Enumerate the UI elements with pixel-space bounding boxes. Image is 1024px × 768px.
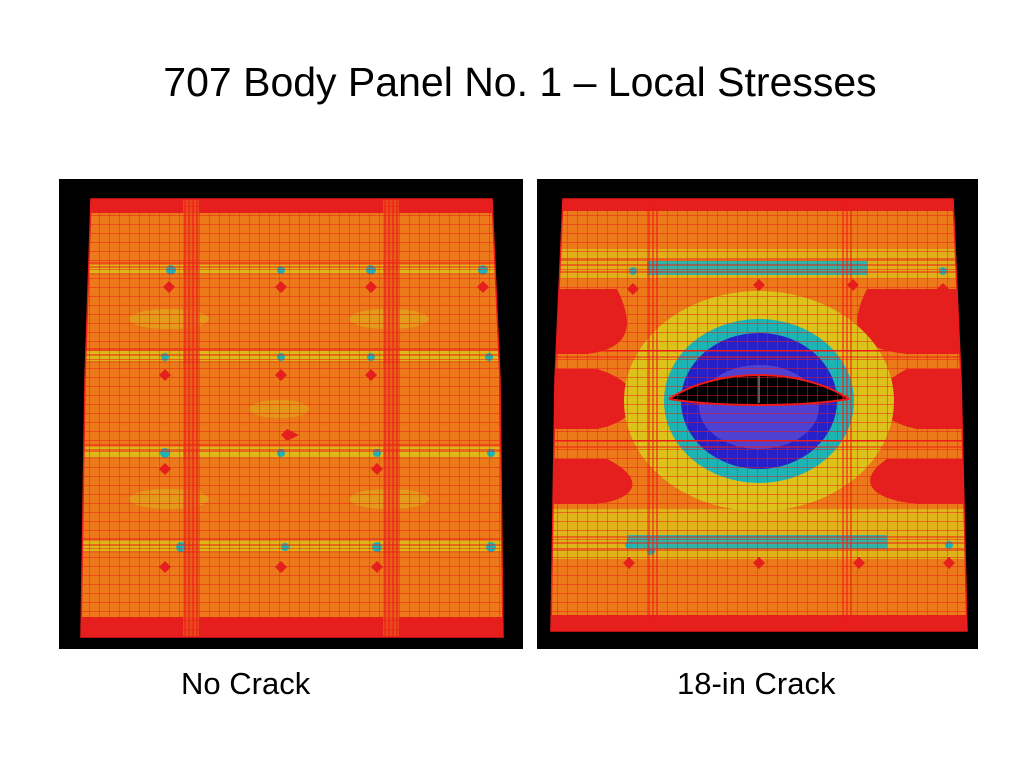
stress-plot-18-in-crack — [537, 179, 978, 649]
caption-no-crack: No Crack — [181, 666, 311, 701]
stress-contour-image-no-crack — [80, 198, 504, 638]
caption-18-in-crack: 18-in Crack — [677, 666, 836, 701]
stress-plot-no-crack — [59, 179, 523, 649]
slide-title: 707 Body Panel No. 1 – Local Stresses — [163, 59, 877, 105]
stress-contour-image-18-in-crack — [550, 198, 968, 632]
